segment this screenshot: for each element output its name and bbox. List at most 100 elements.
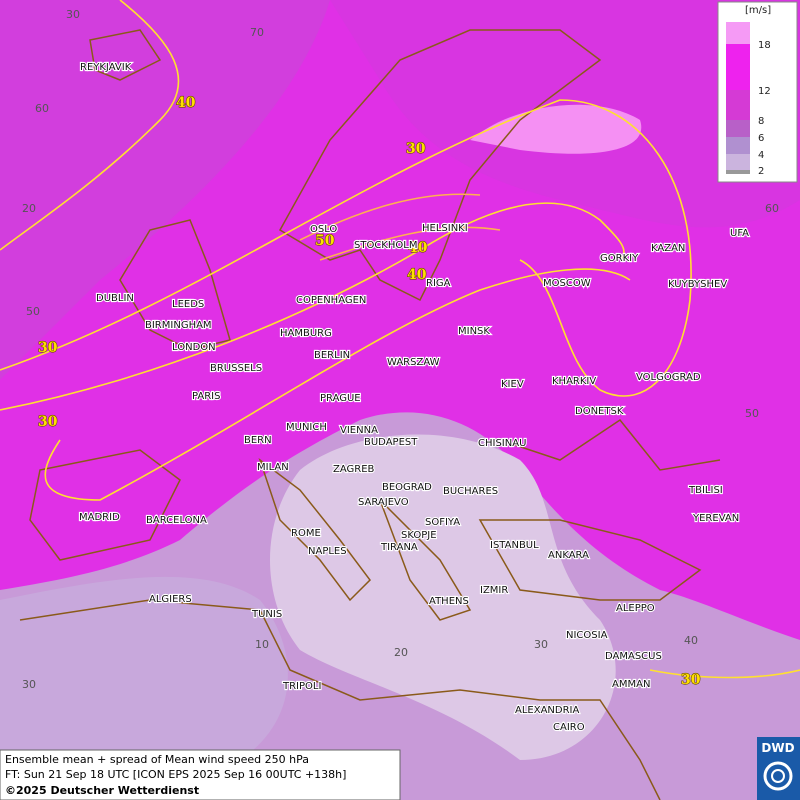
- contour-label: 30: [681, 672, 701, 688]
- legend-swatch: [726, 120, 750, 137]
- coastline: [29, 449, 181, 561]
- coastline: [89, 29, 162, 81]
- city-label: MILAN: [257, 462, 289, 473]
- coastline: [258, 457, 371, 602]
- contour-label: 30: [38, 340, 58, 356]
- legend-level: 12: [758, 86, 771, 97]
- contours: [0, 0, 800, 679]
- legend-level: 8: [758, 116, 764, 127]
- city-label: REYKJAVIK: [80, 62, 132, 73]
- city-label: PRAGUE: [320, 393, 361, 404]
- city-label: BUDAPEST: [364, 437, 418, 448]
- legend-swatch: [726, 22, 750, 44]
- coastline: [278, 29, 602, 302]
- contour: [649, 669, 800, 679]
- city-label: COPENHAGEN: [296, 295, 366, 306]
- city-label: MINSK: [458, 326, 490, 337]
- coastline: [379, 499, 472, 621]
- city-label: HAMBURG: [280, 328, 332, 339]
- city-label: BERLIN: [314, 350, 350, 361]
- wind-area: [0, 0, 330, 380]
- legend-swatch: [726, 137, 750, 154]
- city-label: NICOSIA: [566, 630, 608, 641]
- coastline: [499, 418, 721, 471]
- coastline: [478, 519, 702, 601]
- city-label: KUYBYSHEV: [668, 279, 727, 290]
- city-label: TIRANA: [380, 542, 418, 553]
- city-label: MADRID: [79, 512, 120, 523]
- contour-label: 40: [176, 95, 196, 111]
- city-label: BARCELONA: [146, 515, 207, 526]
- weak-wind-area: [0, 576, 288, 760]
- footer-line: ©2025 Deutscher Wetterdienst: [5, 784, 199, 797]
- city-label: WARSZAW: [387, 357, 440, 368]
- city-label: AMMAN: [612, 679, 650, 690]
- city-label: UFA: [730, 228, 749, 239]
- max-wind-area: [470, 104, 642, 154]
- contour: [0, 0, 180, 251]
- city-label: ISTANBUL: [490, 540, 539, 551]
- city-label: VOLGOGRAD: [636, 372, 701, 383]
- contour-label: 30: [406, 141, 426, 157]
- contour: [0, 99, 692, 397]
- logo-icon: [771, 769, 785, 783]
- graticule-labels: 30 70 60 20 50 60 50 10 20 30 40 30: [22, 8, 779, 691]
- city-label: BEOGRAD: [382, 482, 432, 493]
- city-label: MUNICH: [286, 422, 327, 433]
- contour: [44, 268, 631, 501]
- city-label: KIEV: [501, 379, 524, 390]
- city-label: LEEDS: [172, 299, 204, 310]
- legend-swatch: [726, 44, 750, 90]
- city-label: HELSINKI: [422, 223, 468, 234]
- contour-label: 40: [407, 267, 427, 283]
- legend-swatch: [726, 90, 750, 120]
- graticule-label: 30: [534, 638, 548, 651]
- legend-level: 18: [758, 40, 771, 51]
- city-label: KHARKIV: [552, 376, 596, 387]
- city-label: DUBLIN: [96, 293, 134, 304]
- footer-line: Ensemble mean + spread of Mean wind spee…: [5, 753, 309, 766]
- city-label: TUNIS: [251, 609, 282, 620]
- logo: DWD: [757, 737, 800, 800]
- graticule-label: 40: [684, 634, 698, 647]
- city-label: SOFIYA: [425, 517, 460, 528]
- logo-text: DWD: [761, 741, 794, 755]
- city-label: MOSCOW: [543, 278, 591, 289]
- city-label: RIGA: [426, 278, 451, 289]
- city-label: ZAGREB: [333, 464, 375, 475]
- contour: [0, 202, 625, 411]
- legend-level: 2: [758, 166, 764, 177]
- city-label: ROME: [291, 528, 321, 539]
- graticule-label: 70: [250, 26, 264, 39]
- city-label: ALEXANDRIA: [515, 705, 580, 716]
- city-label: OSLO: [310, 224, 337, 235]
- city-label: KAZAN: [651, 243, 685, 254]
- graticule-label: 30: [22, 678, 36, 691]
- city-label: GORKIY: [600, 253, 639, 264]
- graticule-label: 10: [255, 638, 269, 651]
- contour-label: 40: [408, 240, 428, 256]
- legend-level: 4: [758, 150, 764, 161]
- graticule-label: 50: [745, 407, 759, 420]
- legend: [m/s] 18 12 8 6 4 2: [717, 1, 798, 183]
- city-label: ALEPPO: [616, 603, 655, 614]
- legend-swatch: [726, 154, 750, 170]
- city-label: ANKARA: [548, 550, 589, 561]
- contour-label: 30: [38, 414, 58, 430]
- coastlines: [19, 29, 721, 800]
- city-label: LONDON: [172, 342, 216, 353]
- graticule-label: 60: [35, 102, 49, 115]
- contour-labels: 40 30 50 40 40 30 30 30: [37, 94, 701, 688]
- city-label: ATHENS: [429, 596, 469, 607]
- city-label: CAIRO: [553, 722, 585, 733]
- city-label: CHISINAU: [478, 438, 526, 449]
- legend-unit: [m/s]: [745, 5, 771, 16]
- city-label: DONETSK: [575, 406, 624, 417]
- logo-icon: [763, 761, 793, 791]
- graticule-label: 60: [765, 202, 779, 215]
- city-label: SARAJEVO: [358, 497, 409, 508]
- city-label: PARIS: [192, 391, 220, 402]
- city-label: TRIPOLI: [282, 681, 321, 692]
- city-label: STOCKHOLM: [354, 240, 417, 251]
